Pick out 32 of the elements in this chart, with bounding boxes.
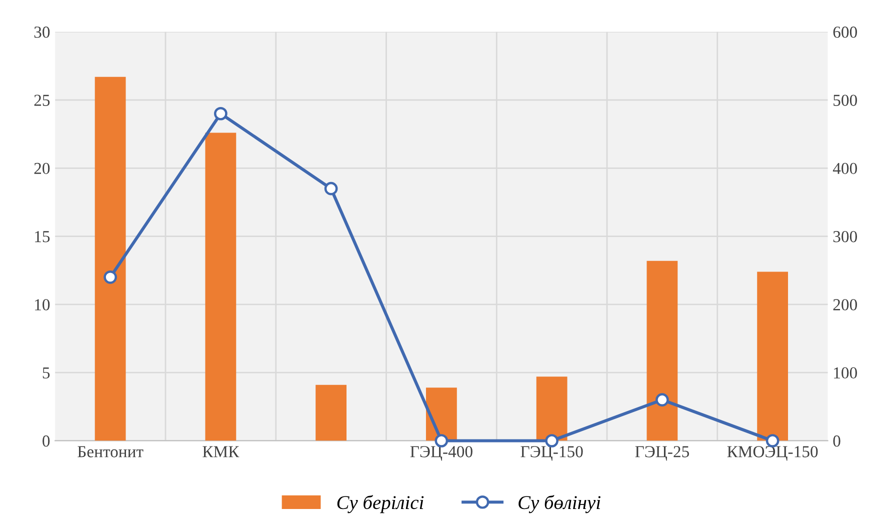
legend-label: Су бөлінуі xyxy=(518,495,600,514)
x-tick-label: КМК xyxy=(202,446,240,458)
legend-label: Су берілісі xyxy=(337,495,424,514)
y2-tick-label: 100 xyxy=(834,367,857,379)
y2-tick-label: 0 xyxy=(833,435,840,447)
bar xyxy=(757,272,788,441)
x-tick-label: ГЭЦ-400 xyxy=(410,446,472,461)
y-tick-label: 15 xyxy=(35,231,50,242)
y2-tick-label: 300 xyxy=(833,230,857,242)
point xyxy=(324,182,338,196)
x-tick-label: ГЭЦ-25 xyxy=(635,446,689,461)
y2-tick-label: 500 xyxy=(834,94,857,106)
y2-tick-label: 400 xyxy=(832,162,857,174)
y2-tick-label: 600 xyxy=(833,26,857,38)
bar xyxy=(205,132,236,441)
bar xyxy=(646,260,678,441)
y2-tick-label: 200 xyxy=(833,299,857,310)
point xyxy=(104,270,117,284)
y-tick-label: 10 xyxy=(35,299,50,310)
y-tick-label: 30 xyxy=(34,26,50,38)
point xyxy=(214,106,228,120)
point xyxy=(656,393,669,407)
y-tick-label: 0 xyxy=(42,435,50,447)
bar xyxy=(316,384,347,441)
x-tick-label: Бентонит xyxy=(78,446,144,458)
x-tick-label: ГЭЦ-150 xyxy=(520,446,583,461)
y-tick-label: 20 xyxy=(34,162,50,174)
y-tick-label: 5 xyxy=(42,367,50,379)
y-tick-label: 25 xyxy=(34,94,50,106)
bar xyxy=(94,76,126,441)
x-tick-label: КМОЭЦ-150 xyxy=(727,446,818,461)
bar xyxy=(536,376,568,441)
